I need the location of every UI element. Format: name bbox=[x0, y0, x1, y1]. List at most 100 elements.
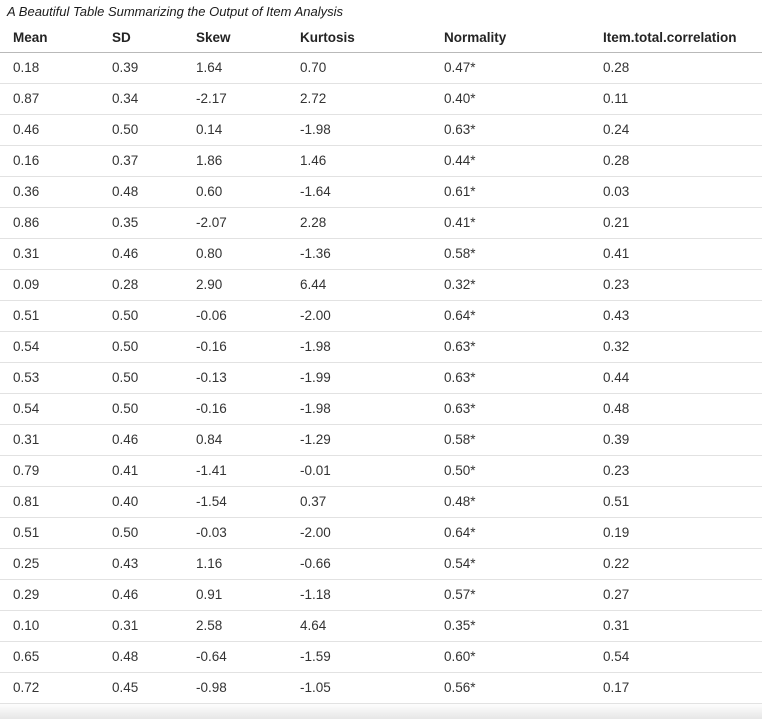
cell: 0.41* bbox=[444, 207, 603, 239]
cell: 0.37 bbox=[112, 145, 196, 177]
table-row: 0.36 0.48 0.60 -1.64 0.61* 0.03 bbox=[0, 176, 762, 208]
cell: 0.57* bbox=[444, 579, 603, 611]
cell: 0.11 bbox=[603, 83, 762, 115]
cell: 0.65 bbox=[0, 641, 112, 673]
cell: 2.72 bbox=[300, 83, 444, 115]
cell: 6.44 bbox=[300, 269, 444, 301]
table-row: 0.16 0.37 1.86 1.46 0.44* 0.28 bbox=[0, 145, 762, 177]
cell: 0.27 bbox=[603, 579, 762, 611]
cell: 0.28 bbox=[603, 145, 762, 177]
cell: 0.54 bbox=[603, 641, 762, 673]
cell: 0.86 bbox=[0, 207, 112, 239]
table-row: 0.72 0.45 -0.98 -1.05 0.56* 0.17 bbox=[0, 672, 762, 704]
cell: -1.18 bbox=[300, 579, 444, 611]
cell: 0.51 bbox=[0, 300, 112, 332]
cell: 0.80 bbox=[196, 238, 300, 270]
table-row: 0.86 0.35 -2.07 2.28 0.41* 0.21 bbox=[0, 207, 762, 239]
cell: 0.51 bbox=[0, 517, 112, 549]
table-row: 0.54 0.50 -0.16 -1.98 0.63* 0.32 bbox=[0, 331, 762, 363]
column-header-skew: Skew bbox=[196, 24, 300, 53]
cell: -2.07 bbox=[196, 207, 300, 239]
cell: 0.81 bbox=[0, 486, 112, 518]
cell: 1.86 bbox=[196, 145, 300, 177]
cell: 0.16 bbox=[0, 145, 112, 177]
cell: 0.29 bbox=[0, 579, 112, 611]
cell: 0.50 bbox=[112, 362, 196, 394]
cell: -0.16 bbox=[196, 393, 300, 425]
cell: 0.28 bbox=[603, 52, 762, 84]
table-body: 0.18 0.39 1.64 0.70 0.47* 0.28 0.87 0.34 -2.17 2.… bbox=[0, 52, 762, 704]
cell: -2.00 bbox=[300, 517, 444, 549]
cell: -1.64 bbox=[300, 176, 444, 208]
table-row: 0.79 0.41 -1.41 -0.01 0.50* 0.23 bbox=[0, 455, 762, 487]
cell: 0.34 bbox=[112, 83, 196, 115]
table-row: 0.09 0.28 2.90 6.44 0.32* 0.23 bbox=[0, 269, 762, 301]
cell: 0.64* bbox=[444, 517, 603, 549]
cell: 0.21 bbox=[603, 207, 762, 239]
cell: 2.28 bbox=[300, 207, 444, 239]
cell: 0.14 bbox=[196, 114, 300, 146]
cell: 0.25 bbox=[0, 548, 112, 580]
cell: 0.31 bbox=[112, 610, 196, 642]
cell: 0.48 bbox=[112, 176, 196, 208]
cell: 0.35 bbox=[112, 207, 196, 239]
cell: 0.40 bbox=[112, 486, 196, 518]
cell: 0.31 bbox=[0, 424, 112, 456]
cell: 0.40* bbox=[444, 83, 603, 115]
cell: 0.48* bbox=[444, 486, 603, 518]
table-title: A Beautiful Table Summarizing the Output… bbox=[7, 4, 344, 19]
table-row: 0.29 0.46 0.91 -1.18 0.57* 0.27 bbox=[0, 579, 762, 611]
cell: 0.63* bbox=[444, 331, 603, 363]
cell: 0.46 bbox=[112, 424, 196, 456]
cell: 0.63* bbox=[444, 393, 603, 425]
table-row: 0.53 0.50 -0.13 -1.99 0.63* 0.44 bbox=[0, 362, 762, 394]
cell: 2.90 bbox=[196, 269, 300, 301]
cell: -1.59 bbox=[300, 641, 444, 673]
column-header-normality: Normality bbox=[444, 24, 603, 53]
cell: 4.64 bbox=[300, 610, 444, 642]
cell: 0.36 bbox=[0, 176, 112, 208]
cell: -1.54 bbox=[196, 486, 300, 518]
cell: 0.46 bbox=[112, 238, 196, 270]
cell: 0.60 bbox=[196, 176, 300, 208]
table-row: 0.18 0.39 1.64 0.70 0.47* 0.28 bbox=[0, 52, 762, 84]
item-analysis-table: Mean SD Skew Kurtosis Normality Item.total.co… bbox=[0, 24, 762, 704]
cell: 0.58* bbox=[444, 238, 603, 270]
cell: 0.03 bbox=[603, 176, 762, 208]
cell: 0.63* bbox=[444, 114, 603, 146]
cell: -0.06 bbox=[196, 300, 300, 332]
table-row: 0.46 0.50 0.14 -1.98 0.63* 0.24 bbox=[0, 114, 762, 146]
cell: 0.47* bbox=[444, 52, 603, 84]
cell: 0.50 bbox=[112, 114, 196, 146]
cell: 0.28 bbox=[112, 269, 196, 301]
cell: 0.53 bbox=[0, 362, 112, 394]
cell: 0.37 bbox=[300, 486, 444, 518]
table-row: 0.51 0.50 -0.03 -2.00 0.64* 0.19 bbox=[0, 517, 762, 549]
cell: 0.50* bbox=[444, 455, 603, 487]
cell: 0.54* bbox=[444, 548, 603, 580]
table-row: 0.51 0.50 -0.06 -2.00 0.64* 0.43 bbox=[0, 300, 762, 332]
table-row: 0.31 0.46 0.84 -1.29 0.58* 0.39 bbox=[0, 424, 762, 456]
cell: 0.48 bbox=[112, 641, 196, 673]
cell: 0.19 bbox=[603, 517, 762, 549]
cell: 0.61* bbox=[444, 176, 603, 208]
cell: -0.01 bbox=[300, 455, 444, 487]
cell: 0.31 bbox=[603, 610, 762, 642]
cell: 0.51 bbox=[603, 486, 762, 518]
column-header-sd: SD bbox=[112, 24, 196, 53]
cell: -0.03 bbox=[196, 517, 300, 549]
cell: 0.22 bbox=[603, 548, 762, 580]
table-row: 0.81 0.40 -1.54 0.37 0.48* 0.51 bbox=[0, 486, 762, 518]
table-row: 0.31 0.46 0.80 -1.36 0.58* 0.41 bbox=[0, 238, 762, 270]
table-row: 0.25 0.43 1.16 -0.66 0.54* 0.22 bbox=[0, 548, 762, 580]
table-row: 0.54 0.50 -0.16 -1.98 0.63* 0.48 bbox=[0, 393, 762, 425]
table-head: Mean SD Skew Kurtosis Normality Item.total.co… bbox=[0, 24, 762, 53]
cell: 0.58* bbox=[444, 424, 603, 456]
cell: 0.48 bbox=[603, 393, 762, 425]
column-header-mean: Mean bbox=[0, 24, 112, 53]
cell: 0.31 bbox=[0, 238, 112, 270]
cell: 0.56* bbox=[444, 672, 603, 704]
table-row: 0.87 0.34 -2.17 2.72 0.40* 0.11 bbox=[0, 83, 762, 115]
cell: -1.98 bbox=[300, 393, 444, 425]
